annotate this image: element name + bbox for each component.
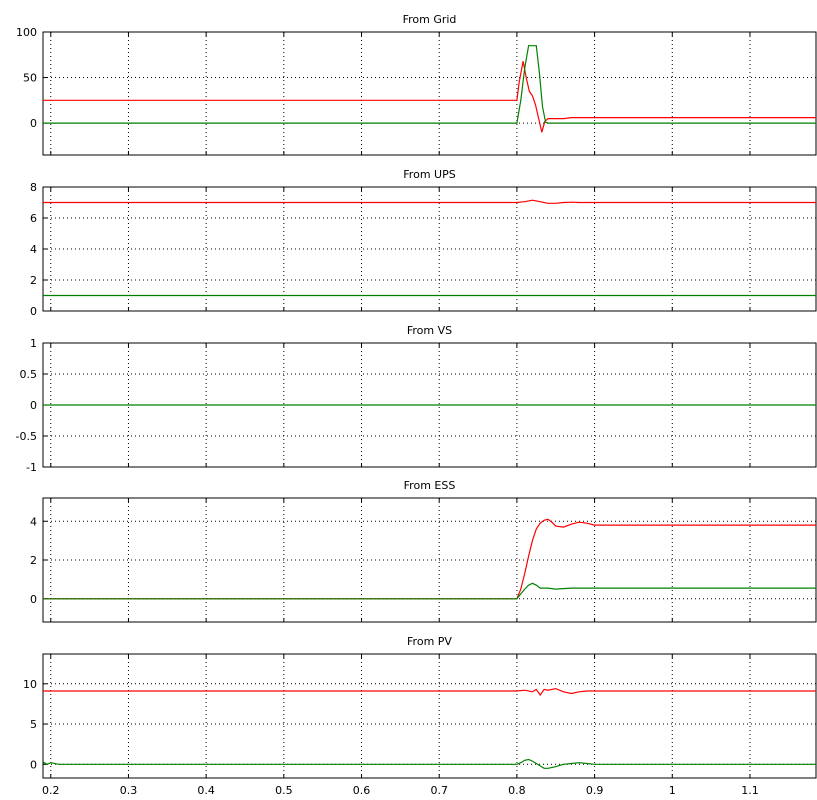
y-tick-label: 0 [30, 593, 37, 606]
x-tick-label: 0.7 [430, 784, 448, 797]
plot-frame [42, 186, 817, 312]
y-tick-label: 0 [30, 305, 37, 318]
y-tick-label: 5 [30, 718, 37, 731]
y-tick-label: 0 [30, 758, 37, 771]
panel-title: From UPS [403, 168, 455, 181]
x-tick-label: 0.4 [197, 784, 215, 797]
y-tick-label: -0.5 [16, 430, 37, 443]
y-tick-label: 4 [30, 243, 37, 256]
x-tick-label: 0.2 [42, 784, 60, 797]
series-line-2 [43, 582, 816, 600]
y-tick-label: 2 [30, 554, 37, 567]
panel-title: From Grid [403, 13, 457, 26]
series-line-2 [43, 45, 816, 124]
y-tick-label: 0 [30, 117, 37, 130]
x-tick-label: 0.6 [353, 784, 371, 797]
panel-1: From Grid 0 50 100 [16, 13, 817, 156]
plot-frame [42, 653, 817, 779]
panel-title: From PV [407, 635, 452, 648]
panel-5: From PV 0 5 10 0.2 0.3 0.4 0.5 0.6 0.7 0.8 0.9 1 1.1 [23, 635, 817, 797]
panel-title: From VS [407, 324, 452, 337]
y-tick-label: 4 [30, 515, 37, 528]
y-tick-label: 6 [30, 212, 37, 225]
plot-frame [42, 31, 817, 156]
panel-title: From ESS [404, 479, 456, 492]
x-tick-label: 0.3 [120, 784, 138, 797]
series-line-1 [43, 518, 816, 600]
y-tick-label: 0 [30, 399, 37, 412]
y-tick-label: 0.5 [20, 368, 38, 381]
x-tick-label: 1 [669, 784, 676, 797]
panel-3: From VS -1 -0.5 0 0.5 1 [16, 324, 817, 474]
y-tick-label: 8 [30, 181, 37, 194]
x-tick-label: 1.1 [741, 784, 759, 797]
y-tick-label: -1 [26, 461, 37, 474]
x-tick-label: 0.9 [586, 784, 604, 797]
panel-4: From ESS 0 2 4 [30, 479, 817, 623]
x-tick-label: 0.8 [508, 784, 526, 797]
x-tick-label: 0.5 [275, 784, 293, 797]
panel-2: From UPS 0 2 4 6 8 [30, 168, 817, 318]
y-tick-label: 50 [23, 72, 37, 85]
y-tick-label: 10 [23, 678, 37, 691]
plot-frame [42, 497, 817, 623]
y-tick-label: 2 [30, 274, 37, 287]
series-line-1 [43, 687, 816, 697]
series-line-1 [43, 61, 816, 133]
y-tick-label: 1 [30, 337, 37, 350]
series-line-1 [43, 199, 816, 204]
y-tick-label: 100 [16, 26, 37, 39]
series-line-2 [43, 758, 816, 769]
